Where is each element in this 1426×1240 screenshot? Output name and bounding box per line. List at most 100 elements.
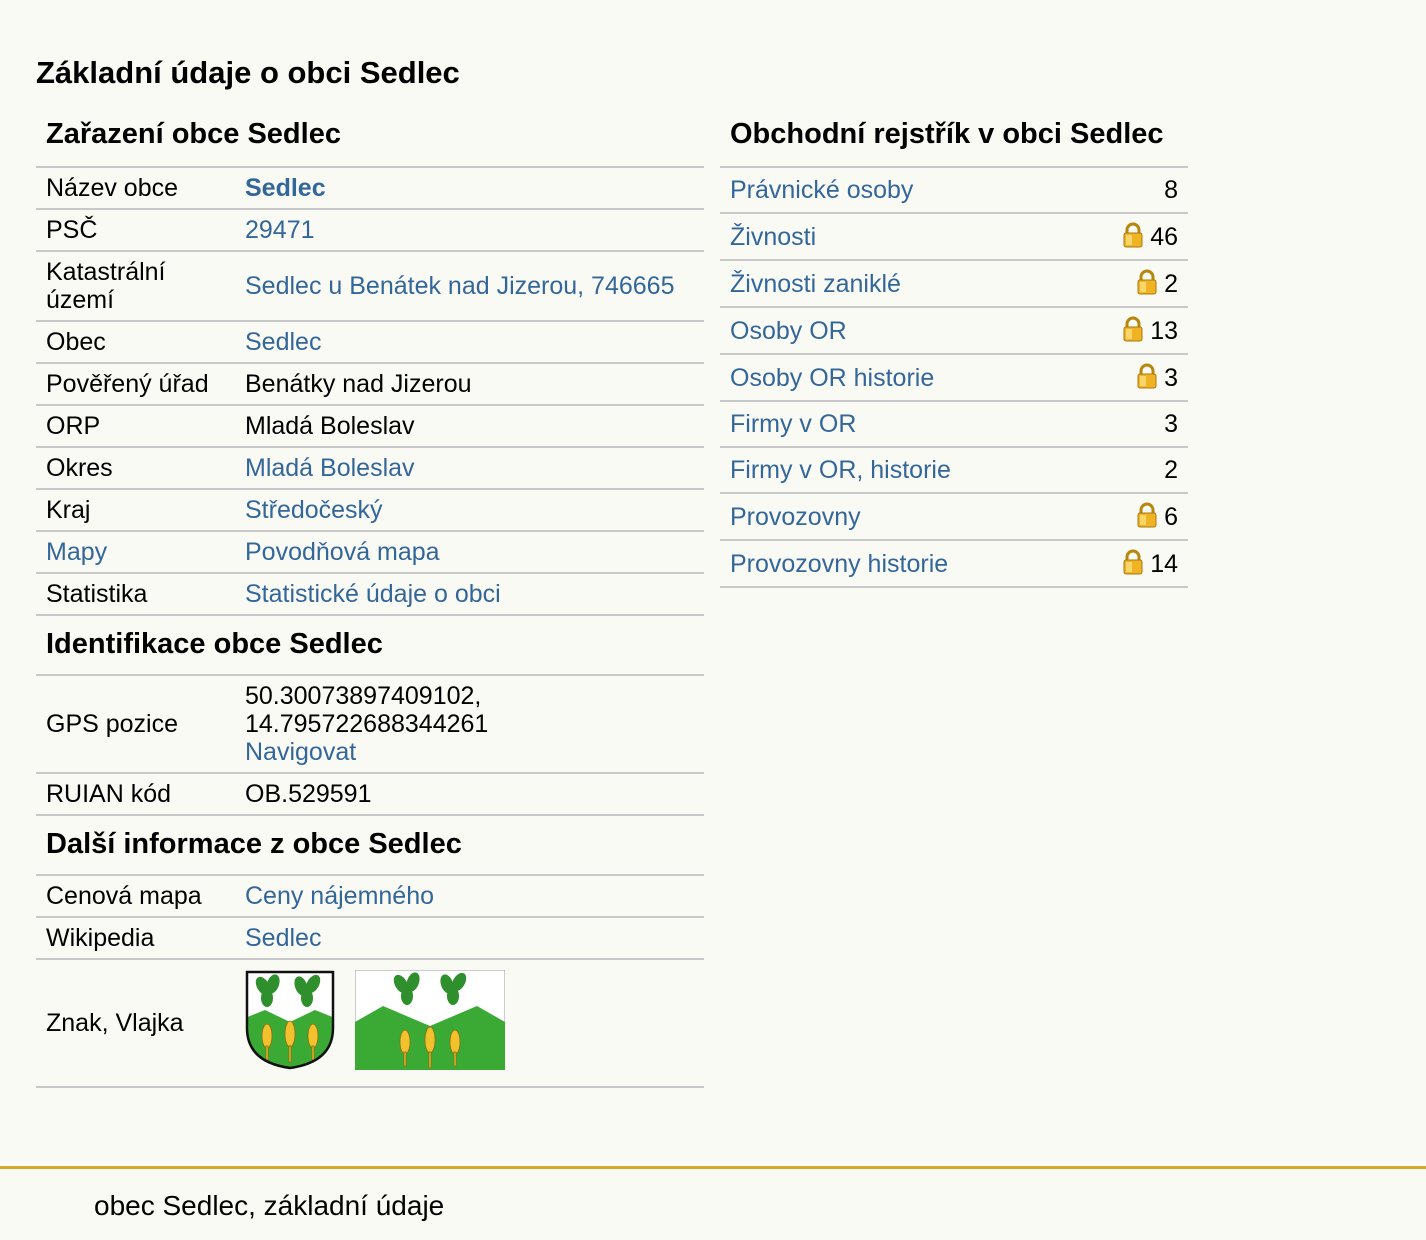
rejstrik-link[interactable]: Živnosti zaniklé — [730, 269, 901, 298]
row-label: Kraj — [36, 488, 235, 531]
orp-value: Mladá Boleslav — [235, 404, 704, 447]
table-row: RUIAN kód OB.529591 — [36, 772, 704, 816]
rejstrik-link[interactable]: Osoby OR historie — [730, 363, 935, 392]
navigate-link[interactable]: Navigovat — [245, 738, 357, 766]
rejstrik-link[interactable]: Provozovny historie — [730, 549, 949, 578]
row-label: Pověřený úřad — [36, 362, 235, 405]
statistics-link[interactable]: Statistické údaje o obci — [245, 580, 501, 608]
authorized-office-value: Benátky nad Jizerou — [235, 362, 704, 405]
row-label: PSČ — [36, 208, 235, 251]
rejstrik-count: 2 — [1164, 270, 1178, 298]
table-row: Kraj Středočeský — [36, 488, 704, 531]
left-column: Zařazení obce Sedlec Název obce Sedlec P… — [36, 110, 704, 1088]
rent-prices-link[interactable]: Ceny nájemného — [245, 882, 435, 910]
rejstrik-count-cell: 8 — [1075, 166, 1188, 213]
municipality-link[interactable]: Sedlec — [245, 328, 322, 356]
table-row: Právnické osoby 8 — [720, 166, 1188, 213]
coat-of-arms-image[interactable] — [245, 970, 335, 1076]
row-label: RUIAN kód — [36, 772, 235, 816]
rejstrik-link[interactable]: Právnické osoby — [730, 176, 914, 204]
identifikace-table: GPS pozice 50.30073897409102, 14.7957226… — [36, 674, 704, 816]
rejstrik-link[interactable]: Firmy v OR — [730, 410, 857, 438]
rejstrik-count: 3 — [1164, 410, 1178, 438]
ruian-value: OB.529591 — [235, 772, 704, 816]
table-row: Obec Sedlec — [36, 320, 704, 363]
row-label: Znak, Vlajka — [36, 958, 235, 1088]
rejstrik-count-cell: 3 — [1075, 400, 1188, 447]
emblems — [245, 966, 694, 1080]
cadastral-area-link[interactable]: Sedlec u Benátek nad Jizerou, 746665 — [245, 272, 675, 300]
rejstrik-count: 6 — [1164, 503, 1178, 531]
dalsi-table: Cenová mapa Ceny nájemného Wikipedia Sed… — [36, 874, 704, 1088]
rejstrik-count: 46 — [1150, 223, 1178, 251]
footer-divider — [0, 1166, 1426, 1169]
rejstrik-link[interactable]: Provozovny — [730, 502, 861, 531]
row-label: Obec — [36, 320, 235, 363]
row-label: Název obce — [36, 166, 235, 209]
rejstrik-count-cell: 2 — [1075, 446, 1188, 493]
table-row: Cenová mapa Ceny nájemného — [36, 874, 704, 917]
postcode-link[interactable]: 29471 — [245, 216, 315, 244]
region-link[interactable]: Středočeský — [245, 496, 383, 524]
lock-icon — [1136, 502, 1158, 528]
table-row: Firmy v OR 3 — [720, 400, 1188, 447]
flood-map-link[interactable]: Povodňová mapa — [245, 538, 440, 566]
rejstrik-link[interactable]: Osoby OR — [730, 316, 847, 345]
section-heading-dalsi: Další informace z obce Sedlec — [46, 828, 462, 860]
table-row: Pověřený úřad Benátky nad Jizerou — [36, 362, 704, 405]
rejstrik-count-cell: 13 — [1075, 306, 1188, 354]
right-column: Obchodní rejstřík v obci Sedlec Právnick… — [720, 110, 1188, 588]
table-row: Provozovny 6 — [720, 492, 1188, 540]
lock-icon — [1122, 316, 1144, 342]
table-row: Statistika Statistické údaje o obci — [36, 572, 704, 616]
rejstrik-count-cell: 2 — [1075, 259, 1188, 307]
flag-image[interactable] — [354, 969, 506, 1076]
row-label: Wikipedia — [36, 916, 235, 959]
rejstrik-link[interactable]: Živnosti — [730, 222, 817, 251]
rejstrik-count: 8 — [1164, 176, 1178, 204]
table-row: Provozovny historie 14 — [720, 539, 1188, 588]
lock-icon — [1122, 549, 1144, 575]
table-row: Katastrální území Sedlec u Benátek nad J… — [36, 250, 704, 321]
rejstrik-count-cell: 46 — [1075, 212, 1188, 260]
maps-link[interactable]: Mapy — [46, 538, 108, 566]
table-row: Mapy Povodňová mapa — [36, 530, 704, 573]
row-label: Okres — [36, 446, 235, 489]
row-label: Statistika — [36, 572, 235, 616]
footer-text: obec Sedlec, základní údaje — [94, 1190, 445, 1221]
row-label: Cenová mapa — [36, 874, 235, 917]
section-heading-zarazeni: Zařazení obce Sedlec — [46, 118, 341, 150]
rejstrik-count: 13 — [1150, 317, 1178, 345]
rejstrik-count-cell: 3 — [1075, 353, 1188, 401]
table-row: Wikipedia Sedlec — [36, 916, 704, 959]
rejstrik-count-cell: 6 — [1075, 492, 1188, 540]
table-row: PSČ 29471 — [36, 208, 704, 251]
section-heading-identifikace: Identifikace obce Sedlec — [46, 628, 383, 660]
district-link[interactable]: Mladá Boleslav — [245, 454, 415, 482]
rejstrik-link[interactable]: Firmy v OR, historie — [730, 456, 951, 484]
wikipedia-link[interactable]: Sedlec — [245, 924, 322, 952]
section-heading-rejstrik: Obchodní rejstřík v obci Sedlec — [730, 118, 1164, 150]
rejstrik-count: 3 — [1164, 364, 1178, 392]
rejstrik-count-cell: 14 — [1075, 539, 1188, 588]
table-row: Okres Mladá Boleslav — [36, 446, 704, 489]
table-row: GPS pozice 50.30073897409102, 14.7957226… — [36, 674, 704, 773]
rejstrik-count: 14 — [1150, 550, 1178, 578]
lock-icon — [1122, 222, 1144, 248]
page-title: Základní údaje o obci Sedlec — [36, 55, 460, 90]
table-row: Název obce Sedlec — [36, 166, 704, 209]
lock-icon — [1136, 363, 1158, 389]
rejstrik-table: Právnické osoby 8 Živnosti 46 Živnosti zanik… — [720, 166, 1188, 588]
table-row: ORP Mladá Boleslav — [36, 404, 704, 447]
rejstrik-count: 2 — [1164, 456, 1178, 484]
table-row: Osoby OR historie 3 — [720, 353, 1188, 401]
table-row: Firmy v OR, historie 2 — [720, 446, 1188, 493]
table-row: Osoby OR 13 — [720, 306, 1188, 354]
lock-icon — [1136, 269, 1158, 295]
row-label: GPS pozice — [36, 674, 235, 773]
municipality-name-link[interactable]: Sedlec — [245, 174, 326, 202]
row-label: ORP — [36, 404, 235, 447]
gps-longitude: 14.795722688344261 — [245, 710, 489, 738]
table-row: Živnosti 46 — [720, 212, 1188, 260]
